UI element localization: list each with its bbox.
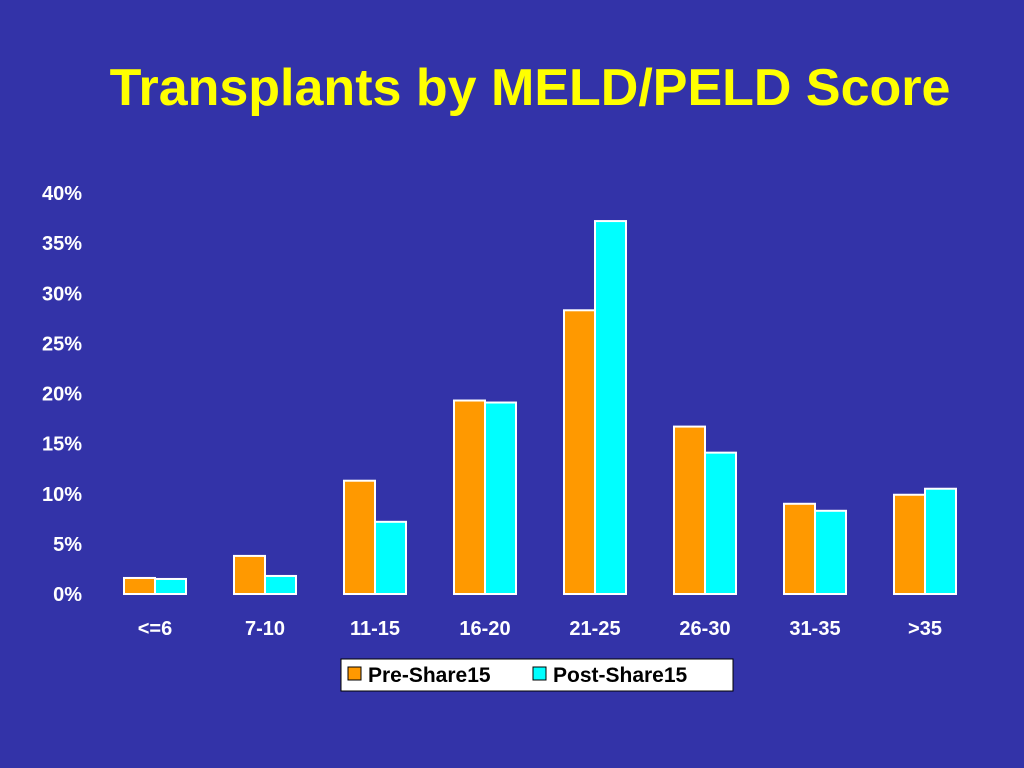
bar-pre-share15-1 [233,554,266,596]
bar-post-share15-2 [374,520,407,596]
x-category-label: 7-10 [245,618,285,640]
y-tick-label: 25% [42,333,82,355]
x-category-label: 21-25 [569,618,620,640]
bar-post-share15-1 [264,574,297,596]
y-tick-label: 30% [42,283,82,305]
y-tick-label: 35% [42,233,82,255]
bar-pre-share15-0 [123,576,156,596]
x-category-label: 16-20 [459,618,510,640]
bar-post-share15-4 [594,220,627,595]
bar-pre-share15-4 [563,309,596,595]
bar-post-share15-0 [154,577,187,596]
y-tick-label: 10% [42,484,82,506]
bar-pre-share15-5 [673,425,706,595]
x-category-label: 11-15 [350,618,400,640]
legend-swatch-pre-share15 [347,666,362,681]
legend-label-pre-share15: Pre-Share15 [368,664,491,687]
y-tick-label: 15% [42,434,82,456]
bar-pre-share15-3 [453,399,486,595]
x-category-label: 31-35 [789,618,840,640]
bar-pre-share15-6 [783,502,816,595]
x-axis-labels: <=6 7-10 11-15 16-20 21-25 26-30 31-35 >35 [138,618,942,640]
legend-label-post-share15: Post-Share15 [553,664,688,687]
y-tick-label: 40% [42,183,82,205]
bar-post-share15-7 [924,487,957,595]
y-tick-label: 0% [53,584,82,606]
y-tick-label: 20% [42,384,82,406]
bar-pre-share15-7 [893,493,926,595]
bar-post-share15-3 [484,401,517,595]
bars [123,220,957,596]
x-category-label: >35 [908,618,942,640]
legend: Pre-Share15 Post-Share15 [340,658,734,692]
y-axis-ticks: 0% 5% 10% 15% 20% 25% 30% 35% 40% [42,183,82,606]
bar-pre-share15-2 [343,479,376,595]
x-category-label: <=6 [138,618,172,640]
x-category-label: 26-30 [679,618,730,640]
slide-title: Transplants by MELD/PELD Score [109,59,951,117]
bar-post-share15-5 [704,451,737,595]
legend-swatch-post-share15 [532,666,547,681]
y-tick-label: 5% [53,534,82,556]
bar-post-share15-6 [814,509,847,596]
